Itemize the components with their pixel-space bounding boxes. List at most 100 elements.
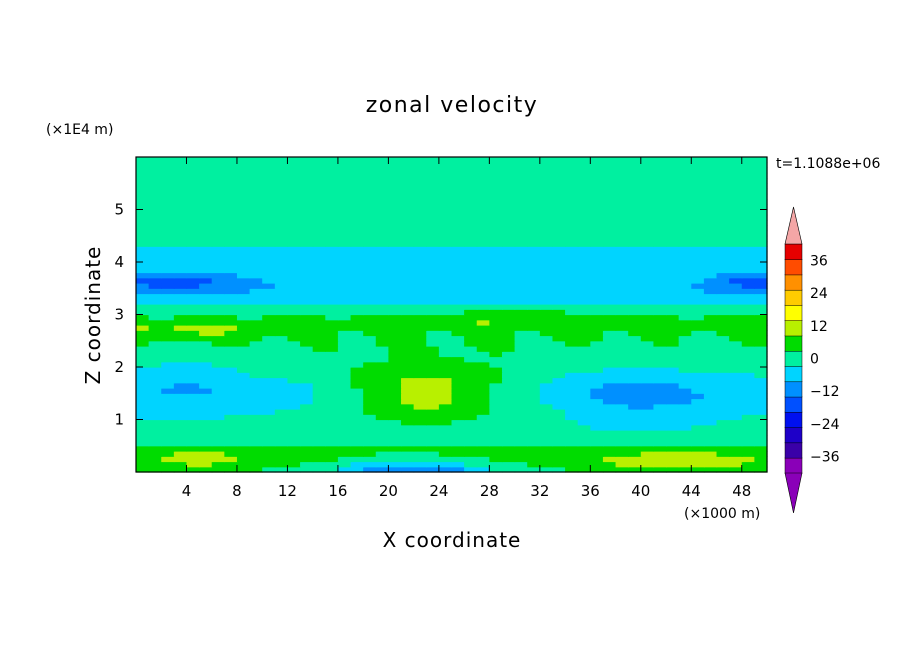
field-cell (211, 241, 225, 247)
field-cell (401, 157, 415, 163)
field-cell (136, 193, 150, 200)
x-tick-label: 28 (480, 482, 499, 500)
field-cell (527, 251, 541, 258)
field-cell (325, 309, 339, 316)
field-cell (527, 393, 541, 400)
field-cell (249, 272, 263, 279)
field-cell (539, 351, 554, 358)
field-cell (224, 430, 238, 436)
field-cell (741, 162, 755, 169)
field-cell (640, 325, 655, 331)
field-cell (565, 440, 579, 447)
field-cell (602, 178, 617, 184)
field-cell (426, 382, 440, 389)
field-cell (729, 199, 743, 205)
field-cell (577, 440, 591, 447)
field-cell (363, 409, 377, 415)
field-cell (602, 214, 617, 221)
field-cell (186, 398, 200, 405)
field-cell (539, 435, 554, 442)
field-cell (501, 251, 516, 258)
field-cell (691, 325, 705, 331)
field-cell (716, 461, 730, 468)
field-cell (615, 314, 629, 321)
field-cell (489, 393, 503, 400)
field-cell (363, 162, 377, 169)
field-cell (337, 293, 352, 300)
field-cell (173, 325, 188, 331)
field-cell (363, 314, 377, 321)
field-cell (552, 162, 566, 169)
field-cell (552, 451, 566, 457)
field-cell (199, 419, 213, 426)
field-cell (741, 440, 755, 447)
field-cell (653, 393, 667, 400)
field-cell (666, 382, 680, 389)
field-cell (262, 209, 276, 216)
field-cell (703, 199, 718, 205)
field-cell (451, 277, 465, 284)
field-cell (754, 398, 768, 405)
field-cell (312, 330, 326, 337)
field-cell (249, 183, 263, 190)
field-cell (413, 409, 427, 415)
field-cell (590, 162, 604, 169)
field-cell (186, 267, 200, 274)
field-cell (274, 314, 289, 321)
field-cell (628, 372, 642, 379)
field-cell (325, 272, 339, 279)
field-cell (615, 272, 629, 279)
field-cell (388, 178, 402, 184)
field-cell (729, 451, 743, 457)
field-cell (224, 461, 238, 468)
field-cell (628, 440, 642, 447)
field-cell (224, 346, 238, 352)
field-cell (375, 424, 389, 431)
field-cell (300, 272, 314, 279)
field-cell (628, 167, 642, 174)
field-cell (337, 414, 352, 421)
field-cell (640, 340, 655, 347)
field-cell (640, 230, 655, 237)
field-cell (577, 356, 591, 363)
field-cell (628, 382, 642, 389)
field-cell (653, 461, 667, 468)
field-cell (312, 304, 326, 310)
field-cell (729, 262, 743, 268)
field-cell (628, 220, 642, 226)
field-cell (514, 193, 528, 200)
field-cell (161, 314, 175, 321)
field-cell (565, 309, 579, 316)
field-cell (375, 178, 389, 184)
field-cell (602, 241, 617, 247)
field-cell (300, 230, 314, 237)
field-cell (438, 461, 453, 468)
field-cell (754, 267, 768, 274)
field-cell (539, 304, 554, 310)
field-cell (236, 157, 251, 163)
field-cell (249, 172, 263, 179)
field-cell (350, 325, 364, 331)
field-cell (401, 256, 415, 263)
field-cell (640, 304, 655, 310)
field-cell (640, 377, 655, 384)
field-cell (438, 204, 453, 211)
field-cell (136, 356, 150, 363)
field-cell (337, 340, 352, 347)
field-cell (729, 214, 743, 221)
field-cell (236, 340, 251, 347)
field-cell (224, 424, 238, 431)
field-cell (640, 335, 655, 342)
field-cell (666, 440, 680, 447)
field-cell (628, 172, 642, 179)
field-cell (539, 340, 554, 347)
field-cell (287, 403, 301, 410)
field-cell (224, 361, 238, 368)
field-cell (703, 277, 718, 284)
field-cell (388, 209, 402, 216)
field-cell (577, 445, 591, 452)
field-cell (161, 419, 175, 426)
field-cell (678, 199, 692, 205)
field-cell (741, 283, 755, 289)
field-cell (590, 398, 604, 405)
